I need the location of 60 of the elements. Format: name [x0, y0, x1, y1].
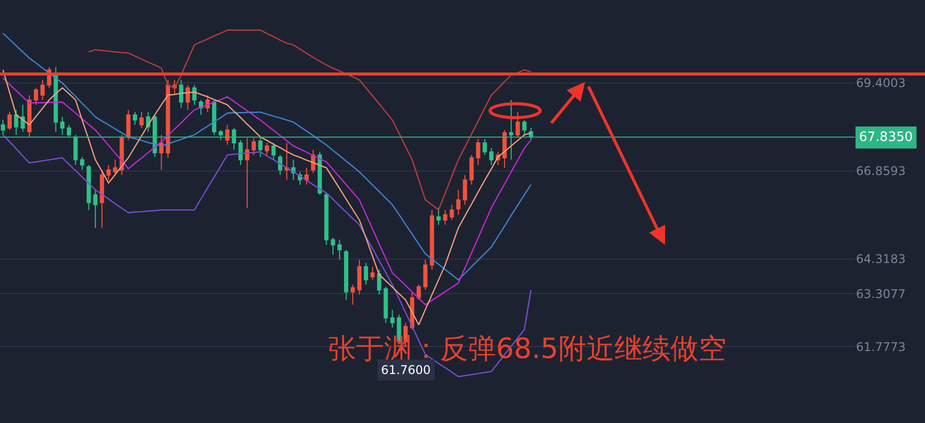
candlestick	[225, 124, 230, 146]
candlestick	[370, 266, 375, 280]
candlestick	[330, 237, 336, 256]
candlestick	[344, 249, 348, 300]
line-series	[88, 29, 532, 211]
candlestick	[430, 209, 434, 270]
candlestick	[86, 164, 91, 210]
candlestick	[284, 142, 289, 180]
candlestick	[443, 209, 448, 226]
candlestick	[159, 134, 164, 170]
ref-line-label: 67.8350	[859, 130, 913, 145]
candlestick	[350, 284, 355, 306]
candlestick	[436, 207, 441, 226]
candlestick	[304, 167, 309, 186]
candlestick	[416, 284, 421, 300]
candlestick	[377, 269, 382, 296]
y-tick-label: 63.3077	[856, 286, 906, 301]
candlestick	[264, 142, 270, 156]
candlestick	[40, 79, 45, 100]
y-tick-label: 69.4003	[856, 76, 906, 90]
candlestick	[516, 112, 520, 138]
candlestick	[20, 104, 25, 132]
candlestick	[278, 154, 282, 176]
candlestick	[34, 87, 38, 106]
candlestick	[462, 174, 468, 206]
candlestick	[450, 204, 454, 220]
candlestick	[337, 239, 342, 260]
candlestick	[132, 112, 138, 126]
y-tick-label: 61.7773	[856, 340, 906, 354]
line-series	[2, 32, 532, 280]
candlestick	[318, 151, 322, 196]
annotation: 61.7600	[381, 363, 431, 377]
candlestick	[7, 112, 12, 131]
candlestick	[390, 309, 394, 328]
y-tick-label: 64.3183	[856, 252, 906, 266]
candlestick	[271, 142, 276, 160]
candlestick	[489, 148, 494, 166]
candlestick	[384, 286, 388, 324]
candlestick	[192, 84, 196, 106]
candlestick	[238, 140, 243, 166]
candlestick	[93, 189, 98, 228]
candlestick	[324, 192, 328, 246]
candlestick	[469, 154, 474, 186]
candlestick	[476, 138, 480, 166]
candlestick	[364, 262, 368, 286]
candlestick	[423, 259, 428, 290]
candlestick	[456, 189, 460, 216]
candlestick	[245, 138, 250, 208]
y-tick-label: 66.8593	[856, 164, 906, 178]
candlestick	[357, 259, 362, 296]
candlestick	[113, 159, 118, 176]
candlestick	[80, 156, 84, 170]
candlestick	[522, 120, 526, 136]
candlestick	[100, 169, 104, 228]
candlestick	[126, 109, 130, 141]
candlestick	[139, 112, 144, 128]
candlestick	[106, 164, 111, 180]
candlestick	[252, 138, 256, 156]
candlestick	[186, 84, 190, 110]
candlestick	[179, 79, 184, 108]
